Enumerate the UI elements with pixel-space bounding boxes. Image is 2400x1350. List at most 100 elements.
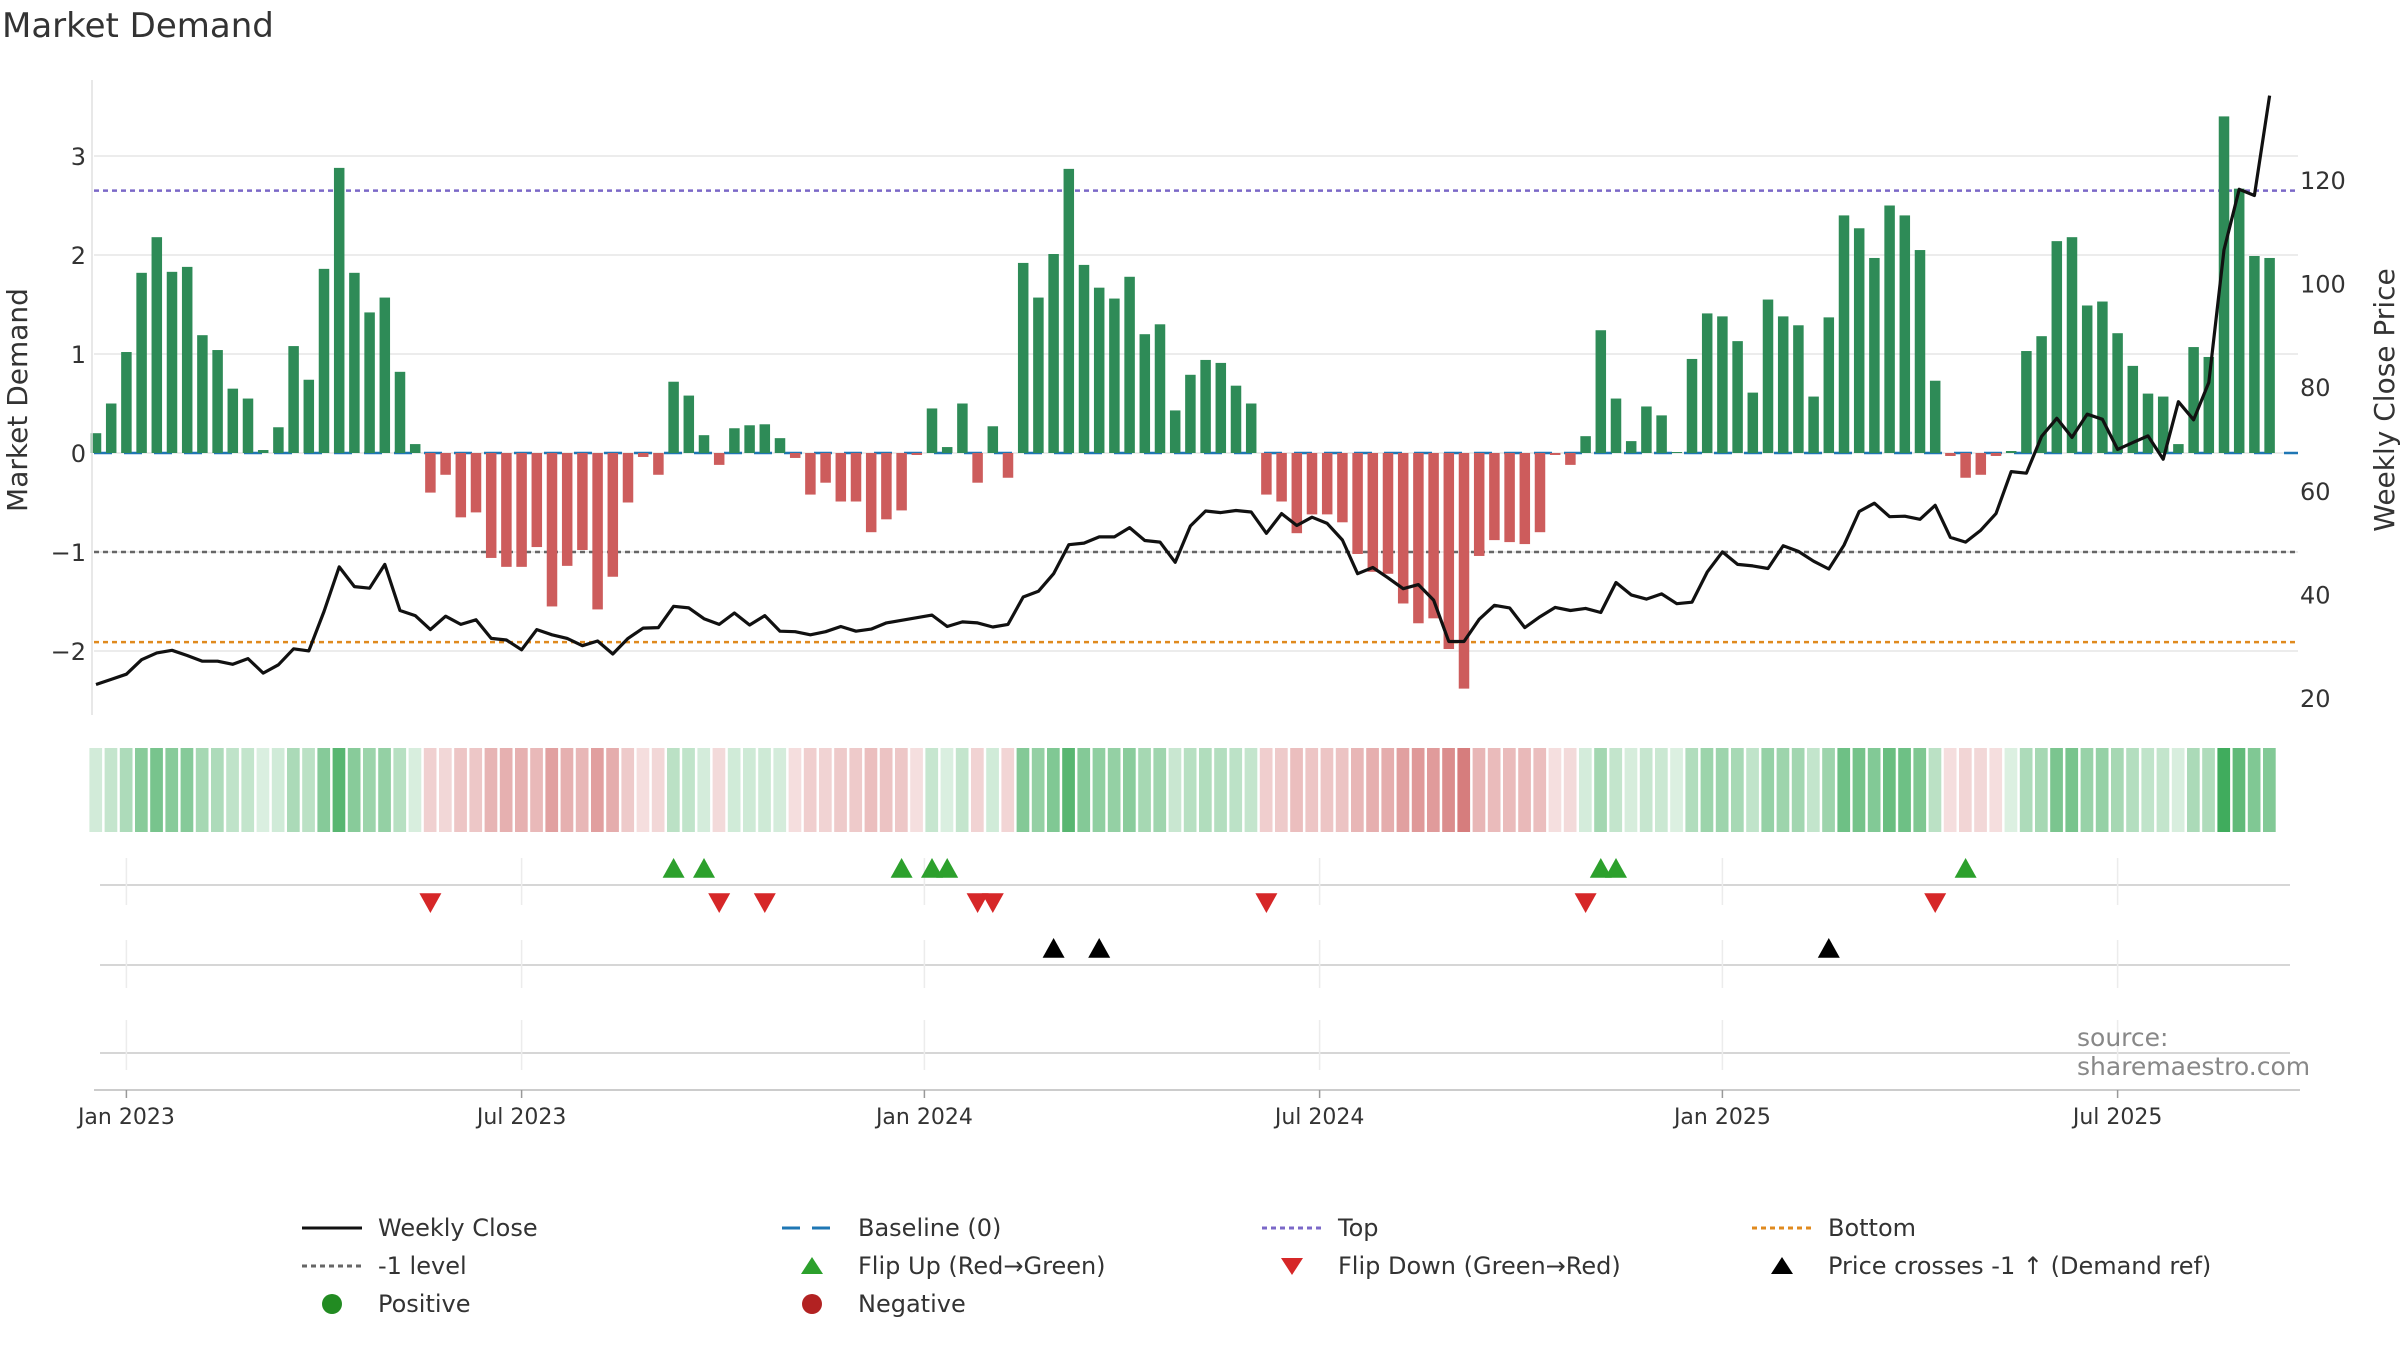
demand-bar bbox=[531, 453, 543, 548]
demand-bar bbox=[273, 427, 284, 453]
flip-down-marker bbox=[708, 893, 731, 913]
heat-cell bbox=[560, 748, 574, 832]
heat-cell bbox=[1396, 748, 1410, 832]
flip-down-marker bbox=[1574, 893, 1597, 913]
demand-bar bbox=[698, 435, 710, 453]
demand-bar bbox=[1914, 250, 1926, 453]
axes: 3 2 1 0 −1 −2 120 100 80 60 40 20 Market Demand Weekl… bbox=[1, 80, 2400, 715]
demand-bar bbox=[729, 428, 740, 453]
heat-cell bbox=[819, 748, 832, 832]
heat-cell bbox=[1092, 748, 1106, 832]
heat-cell bbox=[895, 748, 908, 832]
demand-bar bbox=[1321, 453, 1333, 515]
y-axis-label: Market Demand bbox=[1, 288, 34, 512]
legend-label: -1 level bbox=[378, 1252, 467, 1280]
legend-item: Weekly Close bbox=[300, 1214, 538, 1242]
heat-cell bbox=[636, 748, 650, 832]
demand-bar bbox=[1747, 392, 1759, 453]
heat-cell bbox=[150, 748, 163, 832]
heat-cell bbox=[530, 748, 543, 832]
demand-bar bbox=[303, 379, 315, 453]
y-tick-label: 0 bbox=[71, 440, 86, 468]
heat-cell bbox=[1047, 748, 1060, 832]
legend: Weekly Close Baseline (0) Top Bottom -1 leve… bbox=[300, 1214, 2300, 1334]
demand-bar bbox=[333, 167, 345, 453]
demand-bar bbox=[1352, 453, 1363, 554]
demand-bar bbox=[470, 453, 482, 513]
heat-cell bbox=[332, 748, 346, 832]
legend-triangle bbox=[1281, 1258, 1303, 1275]
demand-bar bbox=[1124, 276, 1135, 453]
legend-item: Price crosses -1 ↑ (Demand ref) bbox=[1750, 1252, 2211, 1280]
heat-cell bbox=[1518, 748, 1531, 832]
demand-bar bbox=[1701, 313, 1713, 453]
heat-cell bbox=[1214, 748, 1227, 832]
x-axis: Jan 2023 Jul 2023 Jan 2024 Jul 2024 Jan 2025… bbox=[76, 1089, 2300, 1130]
heat-cell bbox=[1731, 748, 1744, 832]
heat-cell bbox=[1624, 748, 1638, 832]
heat-cell bbox=[287, 748, 300, 832]
demand-bar bbox=[1382, 453, 1394, 574]
demand-bar bbox=[2233, 188, 2245, 454]
heat-cell bbox=[591, 748, 604, 832]
demand-bar bbox=[2127, 365, 2139, 453]
demand-bar bbox=[105, 403, 117, 453]
demand-bar bbox=[1960, 453, 1971, 478]
y2-tick-label: 20 bbox=[2300, 685, 2331, 713]
flip-up-marker bbox=[1605, 858, 1627, 878]
demand-bar bbox=[1838, 215, 1850, 453]
demand-bar bbox=[1580, 436, 1591, 453]
legend-symbol-icon bbox=[780, 1216, 844, 1240]
heat-cell bbox=[515, 748, 528, 832]
y-tick-label: 1 bbox=[71, 341, 86, 369]
heat-cell bbox=[1989, 748, 2003, 832]
demand-bar bbox=[653, 453, 664, 475]
heat-cell bbox=[1138, 748, 1151, 832]
x-tick-label: Jul 2023 bbox=[475, 1105, 567, 1130]
signal-markers bbox=[100, 858, 2290, 1070]
demand-bar bbox=[2218, 116, 2230, 454]
demand-bar bbox=[1899, 215, 1911, 453]
legend-symbol-icon bbox=[780, 1292, 844, 1316]
legend-symbol-icon bbox=[300, 1216, 364, 1240]
heat-cell bbox=[651, 748, 665, 832]
heat-cell bbox=[1594, 748, 1607, 832]
heat-cell bbox=[2035, 748, 2048, 832]
heat-cell bbox=[1670, 748, 1683, 832]
demand-bar bbox=[1002, 453, 1014, 478]
demand-bar bbox=[349, 272, 360, 453]
y2-tick-label: 120 bbox=[2300, 167, 2346, 195]
heat-cell bbox=[1655, 748, 1668, 832]
demand-bar bbox=[516, 453, 527, 567]
demand-bar bbox=[941, 447, 953, 453]
legend-symbol-icon bbox=[1260, 1254, 1324, 1278]
heat-cell bbox=[1275, 748, 1288, 832]
demand-bar bbox=[2264, 257, 2275, 453]
flip-up-marker bbox=[921, 858, 943, 878]
heat-cell bbox=[2065, 748, 2079, 832]
heat-cell bbox=[1700, 748, 1714, 832]
heat-cell bbox=[119, 748, 133, 832]
heat-cell bbox=[2141, 748, 2155, 832]
demand-bar bbox=[2249, 255, 2260, 453]
heat-cell bbox=[2111, 748, 2124, 832]
demand-bar bbox=[1200, 359, 1211, 453]
demand-bar bbox=[2203, 356, 2215, 453]
demand-bar bbox=[1306, 453, 1318, 515]
x-tick-label: Jul 2024 bbox=[1273, 1105, 1365, 1130]
demand-bar bbox=[1990, 453, 2002, 456]
legend-item: Flip Down (Green→Red) bbox=[1260, 1252, 1621, 1280]
demand-bar bbox=[1504, 453, 1515, 543]
heat-cell bbox=[2171, 748, 2185, 832]
heat-cell bbox=[271, 748, 285, 832]
heat-cell bbox=[803, 748, 817, 832]
heat-cell bbox=[1183, 748, 1197, 832]
legend-symbol-icon bbox=[1750, 1216, 1814, 1240]
heat-cell bbox=[2217, 748, 2231, 832]
demand-bar bbox=[957, 403, 968, 453]
heat-cell bbox=[1411, 748, 1425, 832]
demand-bar bbox=[1808, 396, 1819, 453]
demand-bar bbox=[501, 453, 512, 567]
price-cross-marker bbox=[1042, 938, 1065, 958]
flip-up-marker bbox=[693, 858, 715, 878]
